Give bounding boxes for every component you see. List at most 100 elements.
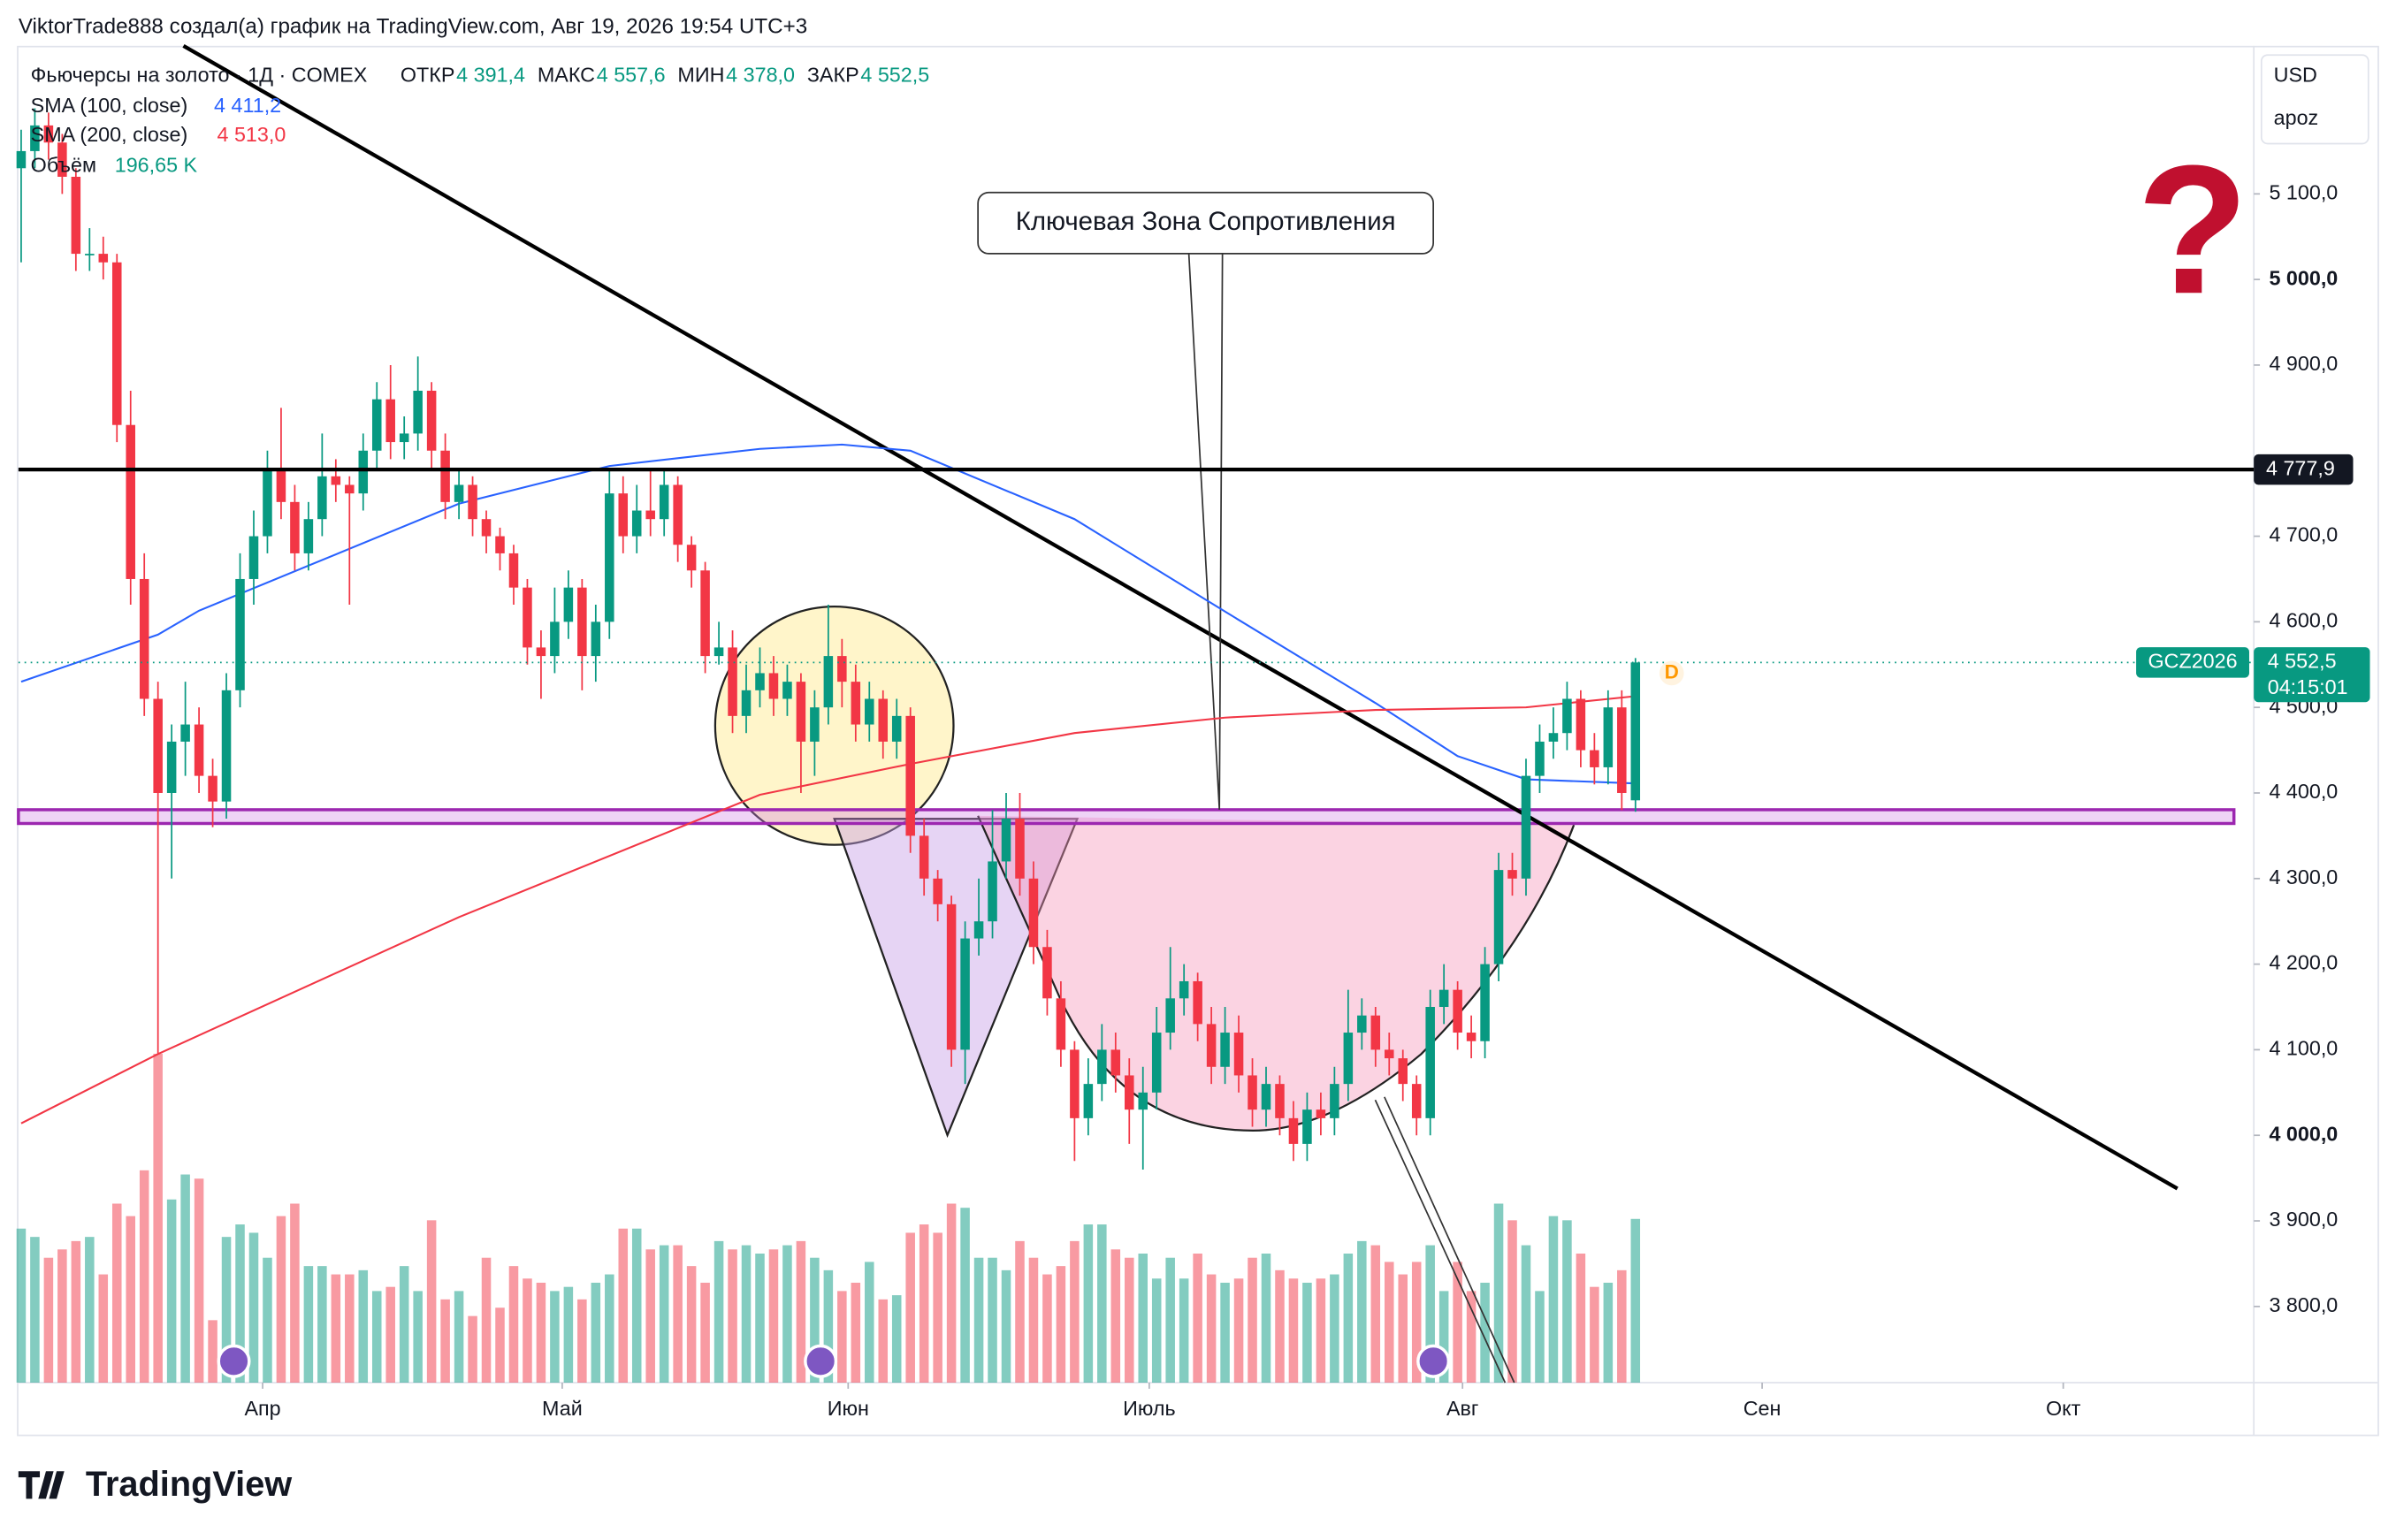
volume-bar <box>1015 1240 1025 1383</box>
volume-bar <box>454 1291 464 1383</box>
volume-bar <box>1302 1282 1312 1383</box>
symbol-box <box>2136 647 2249 678</box>
candle-body <box>659 484 669 520</box>
volume-bar <box>933 1232 942 1383</box>
candle-body <box>878 698 889 742</box>
event-icon[interactable] <box>217 1344 251 1378</box>
volume-bar <box>1288 1278 1299 1383</box>
y-tick-label: 3 800,0 <box>2269 1293 2338 1316</box>
callout-text: Ключевая Зона Сопротивления <box>1016 207 1396 236</box>
candle-body <box>563 587 574 622</box>
volume-bar <box>413 1291 423 1383</box>
legend-volume: Объём <box>31 154 96 177</box>
candle-body <box>440 450 450 502</box>
dividend-marker-bg <box>1659 660 1684 686</box>
volume-bar <box>1193 1254 1202 1383</box>
candle-body <box>1288 1117 1299 1144</box>
currency-box[interactable] <box>2260 54 2369 145</box>
volume-bar <box>1480 1282 1490 1383</box>
volume-bar <box>618 1228 629 1383</box>
volume-bar <box>1097 1224 1107 1383</box>
volume-bar <box>1548 1216 1559 1383</box>
volume-bar <box>371 1291 382 1383</box>
candle-body <box>1275 1084 1285 1118</box>
candle-body <box>1083 1084 1094 1118</box>
legend-value: 4 552,5 <box>860 64 929 87</box>
volume-bar <box>1576 1254 1586 1383</box>
candle-body <box>1617 707 1627 793</box>
y-tick-label: 4 400,0 <box>2269 780 2338 803</box>
volume-bar <box>399 1266 409 1383</box>
volume-bar <box>1151 1278 1162 1383</box>
candle-body <box>1165 998 1175 1033</box>
candle-body <box>1302 1109 1312 1144</box>
candle-body <box>166 741 177 793</box>
volume-bar <box>550 1291 560 1383</box>
candle-body <box>1179 980 1189 999</box>
candle-body <box>891 715 902 742</box>
volume-bar <box>1110 1249 1121 1383</box>
volume-bar <box>1493 1203 1504 1383</box>
candle-body <box>153 698 163 793</box>
volume-bar <box>988 1257 997 1383</box>
volume-bar <box>468 1315 477 1383</box>
circle-drawing <box>713 605 955 846</box>
event-icon[interactable] <box>1416 1344 1451 1378</box>
candle-body <box>1193 980 1202 1025</box>
y-tick-label: 4 000,0 <box>2269 1122 2338 1145</box>
volume-bar <box>71 1240 81 1383</box>
legend-key: ОТКР <box>401 64 455 87</box>
candle-body <box>495 536 505 553</box>
candle-body <box>919 835 929 879</box>
candle-body <box>71 176 81 255</box>
last-price-label: 4 552,5 <box>2268 650 2337 673</box>
volume-bar <box>1603 1282 1614 1383</box>
y-tick-label: 4 200,0 <box>2269 951 2338 974</box>
volume-bar <box>508 1266 519 1383</box>
volume-bar <box>16 1228 27 1383</box>
volume-bar <box>686 1266 697 1383</box>
callout-pointer <box>1187 253 1224 810</box>
legend-value: 4 557,6 <box>597 64 666 87</box>
volume-bar <box>1617 1269 1627 1383</box>
volume-bar <box>1316 1278 1326 1383</box>
candle-body <box>1028 878 1039 948</box>
candle-body <box>1438 989 1449 1008</box>
volume-bar <box>1220 1282 1230 1383</box>
candle-body <box>317 476 327 520</box>
legend-value: 4 378,0 <box>726 64 795 87</box>
candle-body <box>263 468 272 537</box>
candle-body <box>631 510 642 537</box>
candle-body <box>1316 1109 1326 1118</box>
candle-body <box>194 724 204 776</box>
candle-body <box>550 621 560 657</box>
legend-sma-value: 4 411,2 <box>214 94 281 117</box>
legend-sma-value: 4 513,0 <box>217 123 286 146</box>
cup-drawing <box>977 815 1576 1132</box>
candle-body <box>1357 1015 1367 1033</box>
volume-bar <box>1261 1254 1271 1383</box>
volume-bar <box>440 1299 450 1383</box>
event-icon[interactable] <box>804 1344 838 1378</box>
candle-body <box>413 390 423 434</box>
legend-value: 4 391,4 <box>456 64 525 87</box>
volume-bar <box>1070 1240 1080 1383</box>
candle-body <box>1330 1084 1339 1118</box>
volume-bar <box>1535 1291 1545 1383</box>
legend-key: МИН <box>677 64 724 87</box>
candle-body <box>1370 1015 1381 1050</box>
volume-bar <box>851 1282 861 1383</box>
candle-body <box>30 125 40 151</box>
x-tick-label: Апр <box>244 1397 280 1420</box>
currency: USD <box>2274 64 2317 87</box>
volume-bar <box>153 1053 163 1383</box>
y-tick-label: 5 100,0 <box>2269 180 2338 203</box>
candle-body <box>248 536 259 579</box>
candle-body <box>810 707 820 742</box>
y-tick-label: 5 000,0 <box>2269 266 2338 289</box>
candle-body <box>988 861 997 922</box>
candle-body <box>1453 989 1462 1033</box>
symbol-label: GCZ2026 <box>2148 650 2237 673</box>
x-tick-label: Июль <box>1123 1397 1176 1420</box>
